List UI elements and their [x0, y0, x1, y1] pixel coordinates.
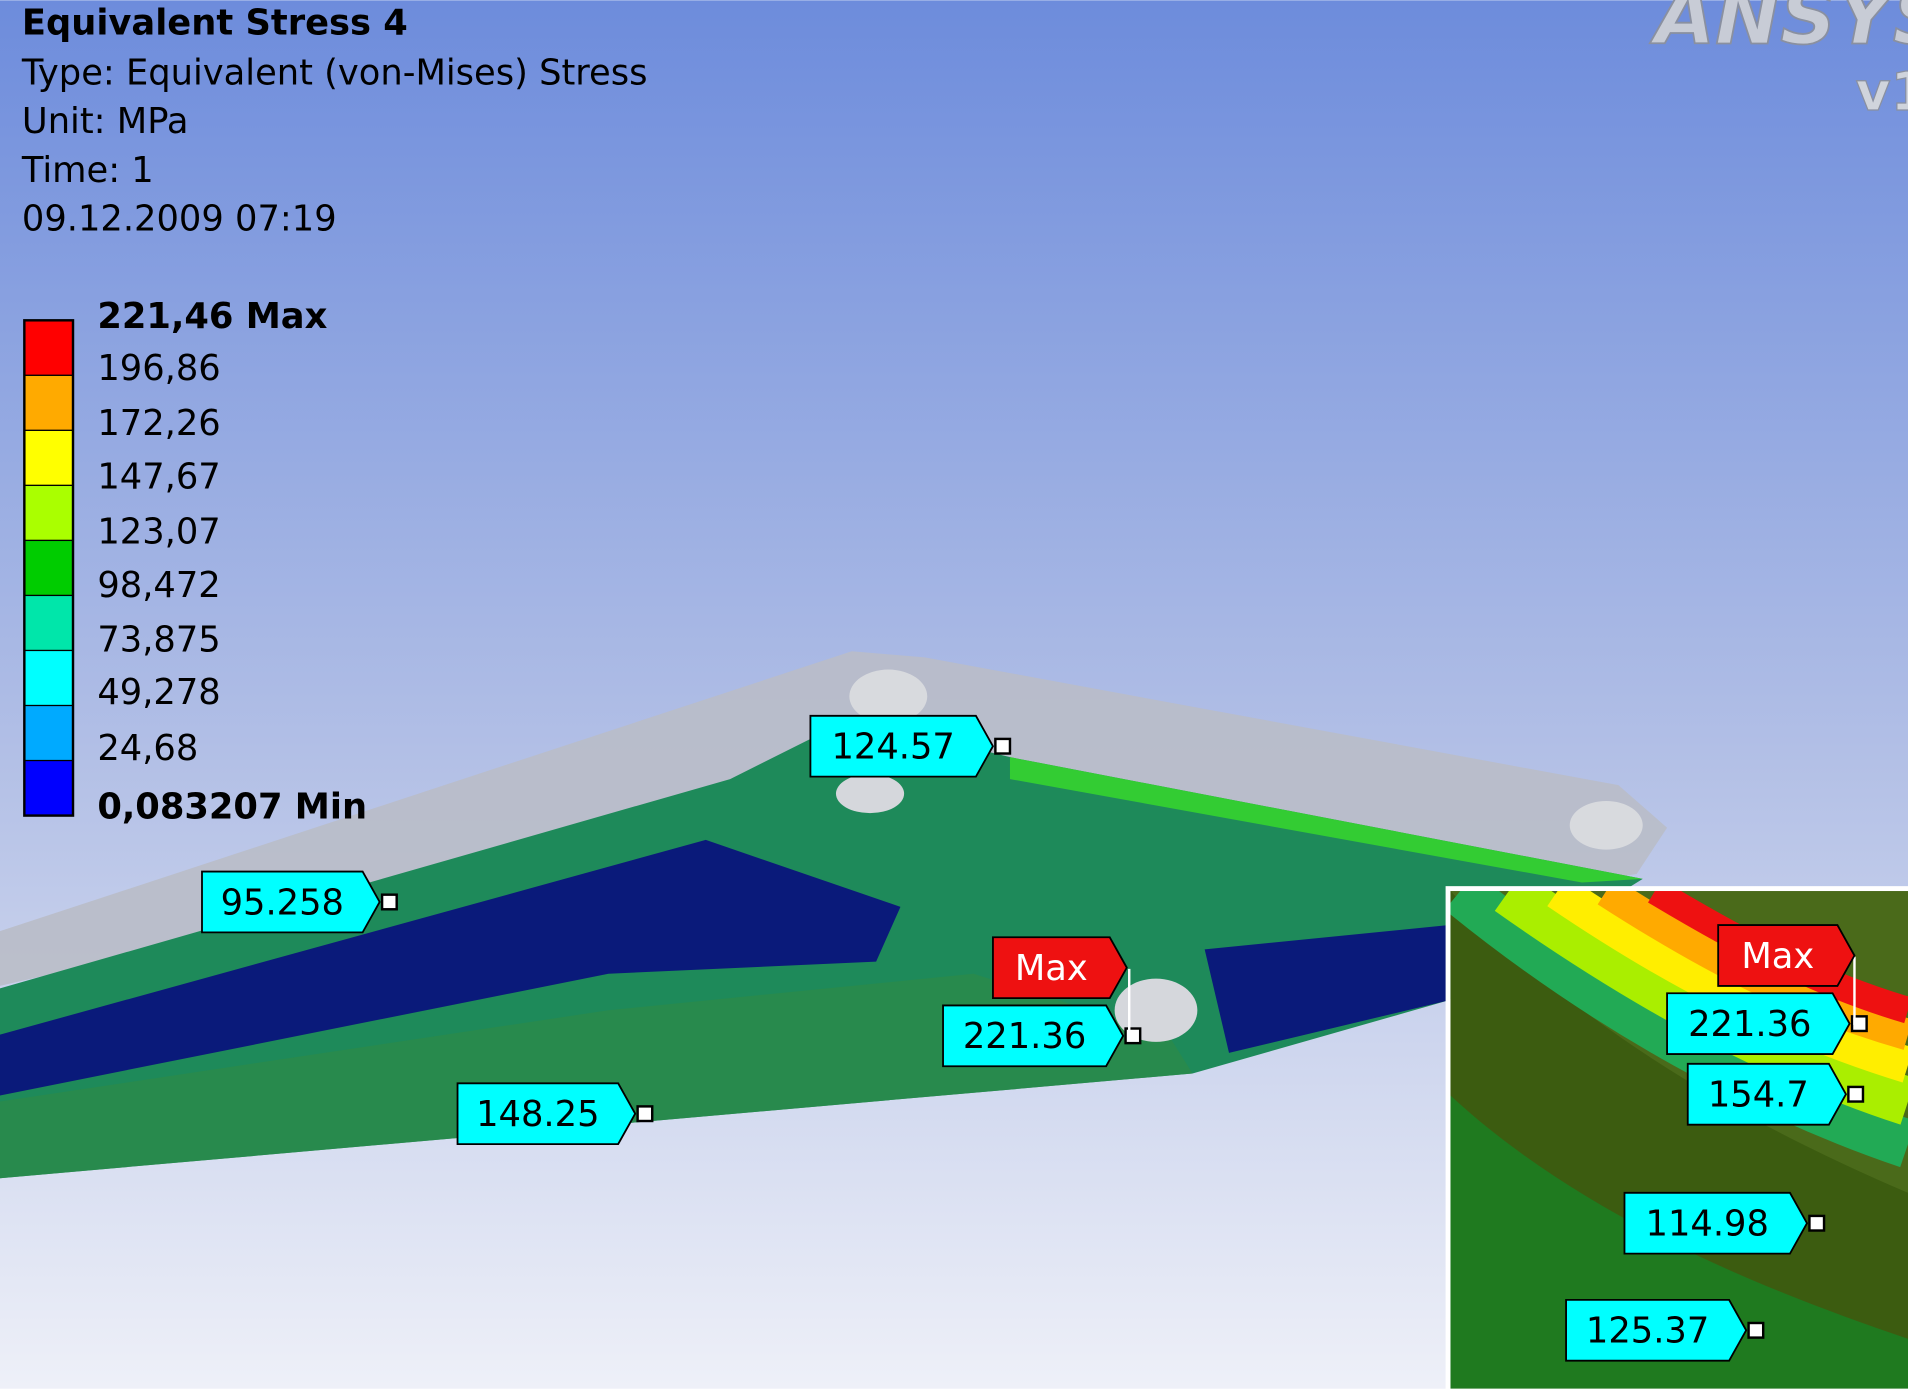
hole: [835, 774, 905, 814]
probe-marker: [1747, 1321, 1765, 1339]
probe-marker: [1124, 1027, 1142, 1045]
probe-tag: [1666, 992, 1851, 1055]
probe-marker: [1847, 1085, 1865, 1103]
probe-label: 114.98: [1646, 1204, 1769, 1245]
legend-label: 172,26: [97, 403, 220, 444]
probe-tag: [201, 870, 381, 934]
probe-tag: [456, 1082, 637, 1146]
inset-band: [1450, 1095, 1908, 1389]
probe-label: 124.57: [831, 727, 954, 768]
legend-band: [23, 649, 74, 707]
probe-label: 125.37: [1586, 1311, 1709, 1352]
title: Equivalent Stress 4: [22, 3, 408, 44]
legend-label: 24,68: [97, 728, 198, 769]
probe-tag: [1623, 1191, 1809, 1255]
probe-tag: [1717, 924, 1856, 987]
probe-tag: [992, 936, 1128, 1000]
legend-label: 221,46 Max: [97, 296, 327, 337]
unit: Unit: MPa: [22, 101, 189, 142]
date: 09.12.2009 07:19: [22, 199, 337, 240]
legend-band: [23, 539, 74, 597]
probe-marker: [1808, 1214, 1826, 1232]
logo-brand: ANSYS: [1649, 0, 1908, 63]
part-grey: [0, 651, 1668, 986]
legend-label: 49,278: [97, 672, 220, 713]
region-low: [1204, 925, 1449, 1053]
probe-marker: [994, 737, 1012, 755]
region-low: [0, 839, 901, 1096]
probe-tag: [1565, 1298, 1748, 1362]
region-edge: [1009, 757, 1643, 883]
probe-label: Max: [1015, 948, 1088, 989]
logo-version: v12: [1856, 60, 1908, 123]
probe-label: 221.36: [963, 1016, 1086, 1057]
probe-label: 148.25: [476, 1094, 599, 1135]
probe-label: 154.7: [1708, 1075, 1809, 1116]
hole: [849, 669, 928, 724]
legend-band: [23, 484, 74, 542]
legend-band: [23, 374, 74, 431]
probe-tag: [942, 1004, 1125, 1068]
legend-band: [23, 759, 74, 817]
probe-marker: [636, 1105, 654, 1123]
legend-label: 98,472: [97, 565, 220, 606]
probe-label: 95.258: [221, 882, 344, 923]
inset-frame: [1445, 886, 1908, 1389]
probe-label: 221.36: [1688, 1004, 1811, 1045]
legend-band: [23, 319, 74, 376]
probe-marker: [380, 893, 398, 911]
legend-frame: [23, 319, 75, 817]
legend-label: 147,67: [97, 457, 220, 498]
legend-label: 73,875: [97, 620, 220, 661]
probe-tag: [1686, 1062, 1847, 1126]
time: Time: 1: [21, 150, 154, 191]
hole: [1569, 800, 1643, 850]
legend-label: 123,07: [97, 511, 220, 552]
legend-band: [23, 704, 74, 762]
probe-tag: [809, 714, 994, 778]
legend-label: 0,083207 Min: [97, 786, 367, 827]
legend-band: [23, 594, 74, 652]
hole: [1114, 978, 1198, 1042]
region-mid: [0, 973, 1193, 1179]
result-type: Type: Equivalent (von-Mises) Stress: [21, 53, 648, 94]
legend-band: [23, 429, 74, 487]
legend-label: 196,86: [97, 348, 220, 389]
probe-label: Max: [1741, 936, 1814, 977]
